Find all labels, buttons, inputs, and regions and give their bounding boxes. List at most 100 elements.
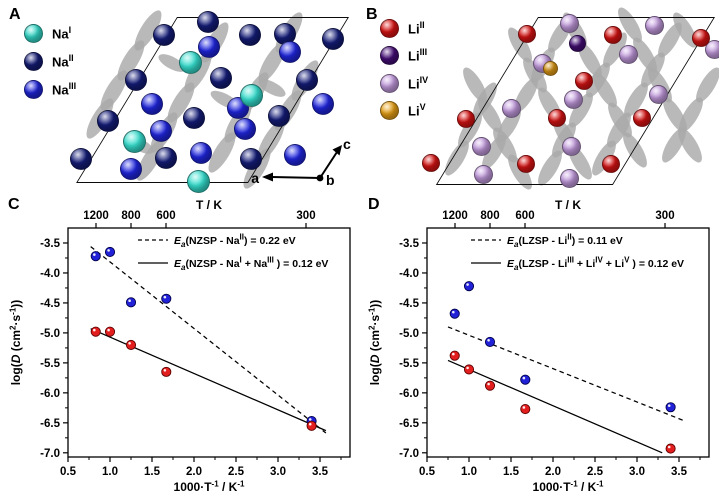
crystal-structure-lzsp: LiII LiIII LiIV LiV	[360, 0, 719, 195]
a-axis-arrowhead	[262, 172, 273, 182]
data-point-highlight	[308, 422, 312, 426]
structure-legend-label: NaI	[52, 25, 72, 42]
legend-sphere-na1	[24, 24, 43, 43]
sphere-li3	[568, 34, 586, 52]
top-axis-tick-label: 300	[655, 210, 674, 222]
sphere-li4	[618, 44, 638, 64]
legend-entry-text: Ea(LZSP - LiIII + LiIV + LiV ) = 0.12 eV	[507, 256, 684, 272]
y-axis-tick-label: -6.5	[399, 418, 419, 430]
sphere-na2	[197, 11, 219, 33]
x-axis-title: 1000·T-1 / K-1	[533, 480, 604, 494]
y-axis-tick-label: -3.5	[40, 238, 60, 250]
sphere-na2	[240, 148, 262, 170]
data-point-Li-III + Li-IV + Li-V	[484, 380, 496, 391]
y-axis-tick-label: -7.0	[40, 448, 60, 460]
x-axis-tick-label: 3.5	[671, 466, 688, 478]
crystal-structure-nzsp: NaI NaII NaIII	[0, 0, 360, 195]
c-axis-label: c	[343, 136, 351, 152]
legend-superscript: V	[419, 102, 426, 113]
legend-superscript: III	[419, 47, 428, 58]
sphere-li4	[561, 136, 581, 156]
data-point-highlight	[163, 295, 167, 299]
sphere-na3	[284, 144, 306, 166]
sphere-li2	[518, 25, 536, 43]
data-point-Na-II	[161, 293, 172, 304]
sphere-li2	[575, 72, 593, 90]
structure-legend-label: LiV	[408, 102, 426, 119]
x-axis-tick-label: 1.5	[144, 466, 161, 478]
x-axis-tick-label: 2.0	[186, 466, 202, 478]
data-point-highlight	[452, 352, 455, 356]
y-axis-tick-label: -4.0	[399, 268, 419, 280]
plot-frame	[67, 227, 351, 458]
legend-superscript: II	[419, 20, 425, 31]
x-axis-tick-label: 3.0	[629, 466, 645, 478]
sphere-li2	[602, 155, 620, 173]
top-axis-tick-label: 600	[515, 210, 534, 222]
data-point-Na-II	[90, 251, 101, 262]
sphere-li2	[548, 109, 566, 127]
structure-legend-item-na2: NaII	[24, 52, 74, 71]
structure-legend-item-li5: LiV	[380, 101, 426, 120]
sphere-na3	[234, 118, 256, 140]
fit-line-dashed	[447, 326, 686, 422]
sphere-li2	[604, 26, 622, 44]
structure-legend-item-na1: NaI	[24, 24, 71, 43]
data-point-highlight	[93, 328, 96, 332]
sphere-na2	[239, 24, 261, 46]
data-point-highlight	[667, 445, 671, 449]
data-point-highlight	[667, 404, 671, 407]
y-axis-tick-label: -4.0	[40, 268, 60, 280]
legend-sphere-li5	[380, 101, 399, 120]
b-axis-label: b	[326, 172, 335, 188]
top-axis-tick-label: 1200	[442, 210, 468, 222]
top-axis-tick-label: 300	[296, 210, 315, 222]
y-axis-tick-label: -4.5	[399, 298, 419, 310]
panel-label-c: C	[8, 196, 20, 213]
sphere-li4	[471, 136, 491, 156]
data-point-Li-III + Li-IV + Li-V	[520, 403, 531, 415]
legend-sphere-li2	[380, 19, 399, 38]
data-point-Li-II	[665, 402, 676, 413]
sphere-li4	[648, 84, 668, 104]
plot-frame	[426, 227, 710, 458]
structure-legend-item-na3: NaIII	[24, 80, 76, 99]
data-point-Na-I + Na-III	[306, 420, 317, 431]
sphere-li4	[559, 13, 579, 33]
x-axis-tick-label: 1.0	[102, 466, 118, 478]
top-axis-title: T / K	[555, 198, 581, 212]
y-axis-tick-label: -6.0	[399, 388, 419, 400]
sphere-li2	[633, 109, 651, 127]
sphere-na1	[122, 129, 146, 153]
data-point-highlight	[522, 406, 526, 409]
x-axis-tick-label: 2.5	[587, 466, 604, 478]
x-axis-tick-label: 3.5	[312, 466, 329, 478]
data-point-highlight	[522, 376, 526, 380]
data-point-highlight	[128, 299, 131, 303]
y-axis-tick-label: -6.5	[40, 418, 60, 430]
data-point-highlight	[93, 253, 96, 256]
panel-label-d: D	[368, 196, 380, 213]
b-axis-dot	[316, 174, 324, 182]
data-point-highlight	[107, 249, 110, 252]
sphere-na3	[120, 158, 142, 180]
data-point-highlight	[466, 366, 469, 370]
sphere-li4	[563, 89, 583, 109]
sphere-li5	[542, 60, 558, 76]
sphere-li2	[517, 155, 535, 173]
x-axis-tick-label: 1.5	[503, 466, 520, 478]
sphere-li4	[704, 39, 719, 59]
y-axis-tick-label: -4.5	[40, 298, 60, 310]
top-axis-title: T / K	[196, 198, 222, 212]
x-axis-tick-label: 2.0	[545, 466, 561, 478]
structure-legend-label: LiIII	[408, 47, 428, 64]
sphere-na2	[268, 105, 290, 127]
data-point-highlight	[487, 382, 490, 386]
sphere-na1	[239, 83, 263, 107]
structure-legend-label: LiIV	[408, 75, 429, 92]
sphere-li4	[473, 164, 493, 184]
structure-legend-item-li4: LiIV	[380, 74, 428, 93]
sphere-li2	[692, 29, 710, 47]
data-point-highlight	[466, 283, 469, 286]
